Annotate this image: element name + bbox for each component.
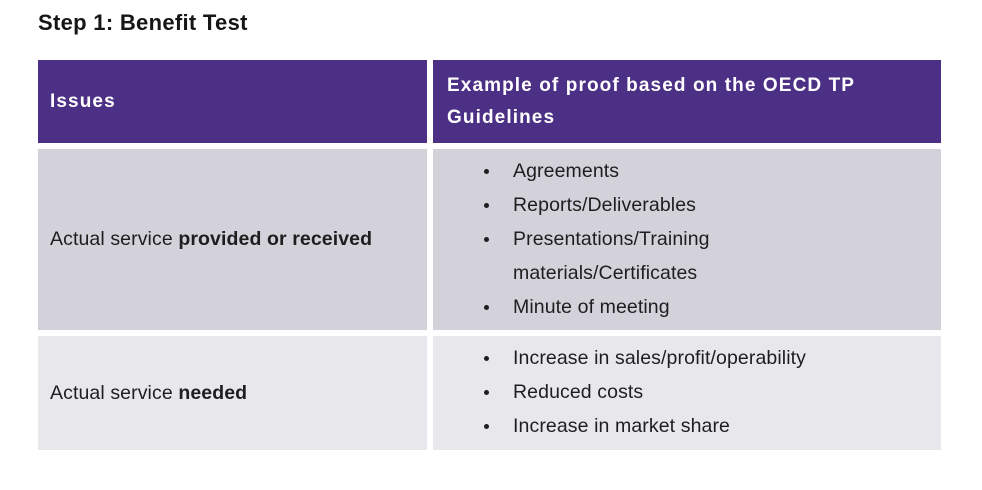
header-cell-proof: Example of proof based on the OECD TP Gu…	[433, 60, 941, 143]
bullet-icon	[484, 237, 489, 242]
page-title: Step 1: Benefit Test	[38, 10, 248, 35]
issue-text-bold: needed	[178, 381, 248, 404]
bullet-list: Agreements Reports/Deliverables Presenta…	[433, 154, 941, 324]
issue-text: Actual service provided or received	[50, 228, 372, 251]
proof-cell-provided-or-received: Agreements Reports/Deliverables Presenta…	[433, 149, 941, 330]
bullet-icon	[484, 203, 489, 208]
bullet-text: Agreements	[513, 160, 620, 182]
issue-text: Actual service needed	[50, 382, 247, 405]
bullet-text: Increase in market share	[513, 415, 730, 437]
bullet-text: Minute of meeting	[513, 296, 670, 318]
bullet-text: Reduced costs	[513, 381, 644, 403]
bullet-icon	[484, 390, 489, 395]
bullet-text: Increase in sales/profit/operability	[513, 347, 806, 369]
bullet-item: Increase in market share	[433, 409, 941, 443]
bullet-item: Increase in sales/profit/operability	[433, 341, 941, 375]
bullet-icon	[484, 169, 489, 174]
bullet-item: Reduced costs	[433, 375, 941, 409]
header-cell-issues: Issues	[38, 60, 427, 143]
bullet-icon	[484, 356, 489, 361]
bullet-item: Agreements	[433, 154, 853, 188]
bullet-list: Increase in sales/profit/operability Red…	[433, 341, 941, 443]
issue-cell-provided-or-received: Actual service provided or received	[38, 149, 427, 330]
bullet-item: Presentations/Training materials/Certifi…	[433, 222, 853, 290]
header-issues-label: Issues	[50, 90, 116, 112]
bullet-item: Reports/Deliverables	[433, 188, 853, 222]
bullet-item: Minute of meeting	[433, 290, 853, 324]
bullet-icon	[484, 305, 489, 310]
issue-text-prefix: Actual service	[50, 381, 179, 404]
bullet-text: Presentations/Training materials/Certifi…	[513, 228, 710, 284]
header-proof-label: Example of proof based on the OECD TP Gu…	[447, 74, 855, 128]
bullet-icon	[484, 424, 489, 429]
issue-text-prefix: Actual service	[50, 228, 179, 250]
issue-cell-needed: Actual service needed	[38, 336, 427, 450]
benefit-test-table: Issues Example of proof based on the OEC…	[38, 60, 941, 450]
issue-text-bold: provided or received	[178, 228, 373, 250]
bullet-text: Reports/Deliverables	[513, 194, 696, 216]
proof-cell-needed: Increase in sales/profit/operability Red…	[433, 336, 941, 450]
